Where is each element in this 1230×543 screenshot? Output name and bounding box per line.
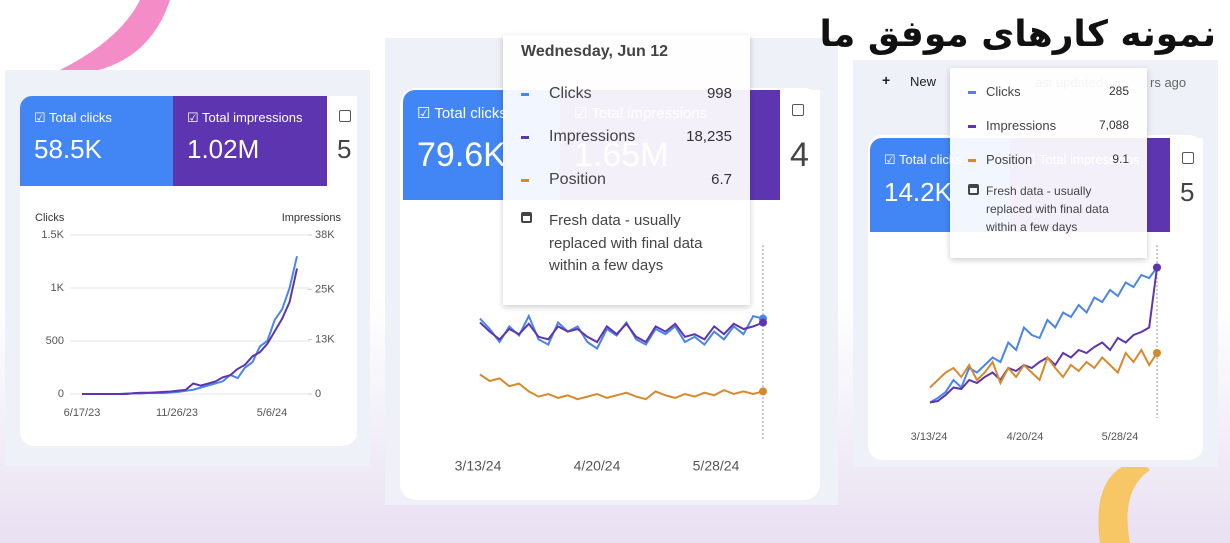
legend-swatch (968, 124, 976, 128)
calendar-icon (521, 212, 532, 223)
card-label: ☑ Total clicks (884, 152, 962, 167)
x-tick-label: 5/28/24 (1102, 431, 1139, 443)
y-tick-label: 1.5K (41, 229, 64, 241)
new-button: + (882, 72, 891, 88)
series-line (479, 321, 764, 344)
tooltip-value: 9.1 (1112, 152, 1129, 166)
tooltip-value: 285 (1108, 84, 1129, 98)
card-label-text: Total clicks (434, 105, 507, 122)
checkbox (339, 110, 351, 122)
x-tick-label: 6/17/23 (64, 407, 101, 419)
legend-swatch (521, 136, 529, 139)
tooltip: Clicks 285 Impressions 7,088 Position 9.1 Fres… (950, 68, 1147, 258)
tooltip-name: Impressions (986, 118, 1057, 133)
calendar-icon (968, 184, 979, 195)
tooltip-value: 6.7 (711, 171, 732, 188)
tooltip-name: Position (549, 171, 606, 188)
tooltip-note: Fresh data - usually replaced with final… (549, 212, 703, 274)
metric-card: ☑ Total clicks 58.5K (20, 96, 173, 186)
y2-tick-label: 25K (315, 283, 335, 295)
series-line (479, 373, 764, 401)
metric-card: 5 (327, 96, 357, 186)
series-line (82, 255, 298, 395)
card-label-text: Total clicks (49, 110, 112, 125)
tooltip-name: Clicks (549, 85, 592, 102)
end-dot (759, 318, 767, 327)
tooltip-name: Clicks (986, 84, 1021, 99)
tooltip-name: Position (986, 152, 1033, 167)
legend-swatch (968, 90, 976, 94)
y-tick-label: 1K (51, 282, 65, 294)
card-value: 58.5K (34, 133, 102, 164)
card-label: ☑ Total impressions (187, 110, 303, 125)
card-label-text: Total clicks (899, 152, 962, 167)
tooltip-note: Fresh data - usually replaced with final… (986, 184, 1109, 234)
series-line (82, 268, 298, 395)
metric-card: 5 (1170, 138, 1203, 232)
y-tick-label: 0 (58, 388, 64, 400)
card-value: 79.6K (417, 136, 506, 175)
card-value: 5 (1180, 177, 1195, 208)
end-dot (759, 387, 767, 396)
card-value: 4 (790, 136, 809, 175)
series-line (929, 266, 1158, 404)
series-line (929, 267, 1158, 404)
tooltip: Wednesday, Jun 12 Clicks 998 Impressions 18,… (503, 35, 750, 305)
tooltip-value: 7,088 (1098, 118, 1129, 132)
x-tick-label: 5/28/24 (693, 458, 740, 474)
card-label-text: Total impressions (202, 110, 303, 125)
y-tick-label: 500 (46, 335, 64, 347)
tooltip-value: 18,235 (686, 128, 732, 145)
card-value: 1.02M (187, 133, 260, 164)
x-tick-label: 11/26/23 (156, 407, 198, 419)
axis-title: Impressions (282, 212, 342, 224)
card-value: 14.2K (884, 177, 952, 208)
y2-tick-label: 0 (315, 388, 321, 400)
legend-swatch (968, 158, 976, 162)
tooltip-value: 998 (706, 85, 732, 102)
y2-tick-label: 13K (315, 334, 335, 346)
page-title: نمونه کارهای موفق ما (819, 14, 1216, 55)
checkbox (792, 104, 804, 116)
checkbox (1182, 152, 1194, 164)
metric-card: 4 (780, 90, 820, 200)
x-tick-label: 3/13/24 (911, 431, 948, 443)
legend-swatch (521, 179, 529, 182)
metric-card: ☑ Total impressions 1.02M (173, 96, 327, 186)
x-tick-label: 3/13/24 (455, 458, 502, 474)
x-tick-label: 4/20/24 (574, 458, 621, 474)
card-label: ☑ Total clicks (34, 110, 112, 125)
x-tick-label: 5/6/24 (257, 407, 288, 419)
axis-title: Clicks (35, 212, 65, 224)
end-dot (1153, 349, 1161, 357)
end-dot (1153, 263, 1161, 272)
x-tick-label: 4/20/24 (1007, 431, 1044, 443)
new-label: New (910, 74, 937, 89)
updated-ago: rs ago (1150, 75, 1187, 90)
legend-swatch (521, 93, 529, 96)
y2-tick-label: 38K (315, 229, 335, 241)
tooltip-date: Wednesday, Jun 12 (521, 43, 669, 60)
series-line (929, 348, 1158, 389)
tooltip-name: Impressions (549, 128, 636, 145)
card-value: 5 (337, 133, 352, 164)
card-label: ☑ Total clicks (417, 105, 507, 122)
